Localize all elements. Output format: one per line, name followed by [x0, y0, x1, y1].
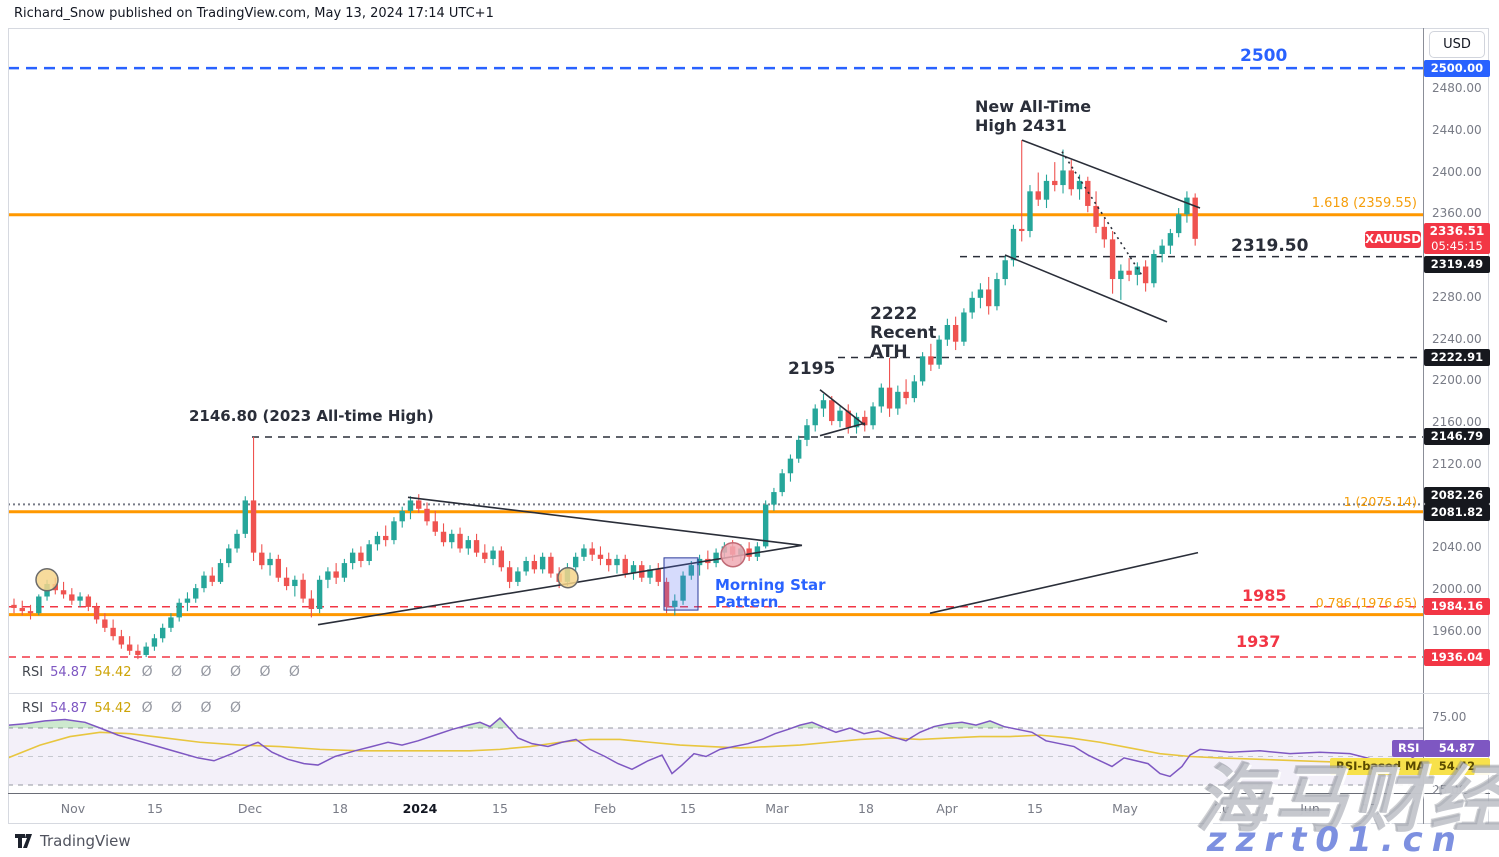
chart-frame [8, 28, 1489, 824]
price-tick: 1960.00 [1432, 624, 1482, 638]
time-tick: 18 [332, 801, 348, 816]
rsi-legend2-value: 54.87 [50, 701, 88, 716]
price-tick: 2000.00 [1432, 582, 1482, 597]
time-tick: 20 [1214, 801, 1230, 816]
rsi-legend2-name: RSI [22, 701, 44, 716]
time-tick: Feb [593, 801, 617, 816]
rsi-ma-value-badge: 54.42 [1424, 758, 1490, 775]
rsi-ma-name-badge: RSI-based MA [1330, 758, 1432, 775]
annotation-2222-recent-ath: 2222 Recent ATH [870, 305, 936, 362]
rsi-legend-value: 54.87 [50, 665, 88, 680]
last-price-value: 2336.51 [1429, 224, 1485, 238]
time-tick: 2024 [402, 801, 438, 816]
annotation-2222-line3: ATH [870, 342, 908, 362]
time-axis-separator[interactable] [8, 793, 1490, 794]
price-level-badge: 2082.26 [1424, 486, 1490, 504]
price-level-badge: 1984.16 [1424, 598, 1490, 616]
time-tick: May [1112, 801, 1138, 816]
annotation-1937: 1937 [1236, 632, 1281, 651]
price-tick: 2200.00 [1432, 373, 1482, 388]
morning-star-line2: Pattern [715, 593, 779, 611]
rsi-name-badge: RSI [1392, 740, 1426, 757]
price-level-badge: 2500.00 [1424, 59, 1490, 77]
annotation-1985: 1985 [1242, 586, 1287, 605]
symbol-badge-text: XAUUSD [1365, 232, 1422, 246]
time-tick: 15 [1027, 801, 1043, 816]
fib-0786-label: 0.786 (1976.65) [1315, 595, 1417, 610]
countdown-badge: 05:45:15 [1424, 239, 1490, 254]
symbol-badge: XAUUSD [1365, 231, 1421, 248]
rsi-legend-row-1[interactable]: RSI 54.87 54.42 Ø Ø Ø Ø Ø Ø [22, 664, 307, 680]
time-tick: 15 [680, 801, 696, 816]
price-tick: 2360.00 [1432, 206, 1482, 221]
byline[interactable]: Richard_Snow published on TradingView.co… [14, 6, 494, 21]
fib-1618-label: 1.618 (2359.55) [1311, 196, 1417, 211]
annotation-2195: 2195 [788, 359, 836, 379]
rsi-legend-params-icons: Ø Ø Ø Ø Ø Ø [141, 664, 307, 680]
watermark-url-text: zzrt01.cn [1206, 820, 1465, 857]
price-level-badge: 2081.82 [1424, 504, 1490, 522]
time-tick: 18 [858, 801, 874, 816]
annotation-2222-line1: 2222 [870, 304, 918, 324]
rsi-tick-75: 75.00 [1432, 710, 1467, 724]
morning-star-line1: Morning Star [715, 576, 826, 594]
price-tick: 2120.00 [1432, 456, 1482, 471]
price-tick: 2040.00 [1432, 540, 1482, 555]
prev-level-value: 2319.49 [1430, 257, 1484, 271]
fib-1-label: 1 (2075.14) [1343, 494, 1417, 509]
annotation-2222-line2: Recent [870, 323, 937, 343]
annotation-new-ath-line2: High 2431 [975, 116, 1067, 135]
price-tick: 2440.00 [1432, 122, 1482, 137]
last-price-badge: 2336.51 [1424, 223, 1490, 239]
rsi-legend2-params-icons: Ø Ø Ø Ø [141, 700, 248, 716]
annotation-2500: 2500 [1240, 46, 1288, 66]
time-tick: Nov [60, 801, 86, 816]
price-tick: 2280.00 [1432, 289, 1482, 304]
tradingview-logo-icon[interactable] [14, 833, 36, 849]
time-tick: Jun [1300, 801, 1320, 816]
time-tick: Dec [237, 801, 263, 816]
rsi-legend-name: RSI [22, 665, 44, 680]
rsi-value-badge: 54.87 [1424, 740, 1490, 757]
tradingview-logo-text[interactable]: TradingView [40, 832, 131, 850]
rsi-tick-25: 25.00 [1432, 783, 1467, 797]
annotation-new-ath-line1: New All-Time [975, 97, 1092, 116]
pane-separator[interactable] [8, 693, 1490, 694]
bar-countdown: 05:45:15 [1431, 239, 1483, 253]
price-level-badge: 1936.04 [1424, 648, 1490, 666]
time-tick: 15 [147, 801, 163, 816]
time-tick: Mar [765, 801, 789, 816]
rsi-legend-row-2[interactable]: RSI 54.87 54.42 Ø Ø Ø Ø [22, 700, 248, 716]
price-tick: 2400.00 [1432, 164, 1482, 179]
annotation-new-ath: New All-Time High 2431 [975, 97, 1091, 135]
time-tick: Apr [936, 801, 958, 816]
watermark-cn-text: 海马财经 [1195, 757, 1499, 843]
time-tick: 17 [1362, 801, 1378, 816]
annotation-morning-star: Morning Star Pattern [715, 577, 826, 611]
price-tick: 2240.00 [1432, 331, 1482, 346]
rsi-legend-ma-value: 54.42 [94, 665, 132, 680]
prev-level-badge: 2319.49 [1424, 256, 1490, 273]
price-tick: 2160.00 [1432, 415, 1482, 430]
price-level-badge: 2222.91 [1424, 348, 1490, 366]
time-tick: 15 [492, 801, 508, 816]
annotation-2319-50: 2319.50 [1231, 236, 1309, 256]
price-tick: 2480.00 [1432, 81, 1482, 95]
price-level-badge: 2146.79 [1424, 428, 1490, 446]
price-axis-separator[interactable] [1423, 28, 1424, 824]
rsi-legend2-ma-value: 54.42 [94, 701, 132, 716]
annotation-2023-ath: 2146.80 (2023 All-time High) [189, 407, 434, 425]
currency-usd-button[interactable]: USD [1429, 31, 1485, 58]
